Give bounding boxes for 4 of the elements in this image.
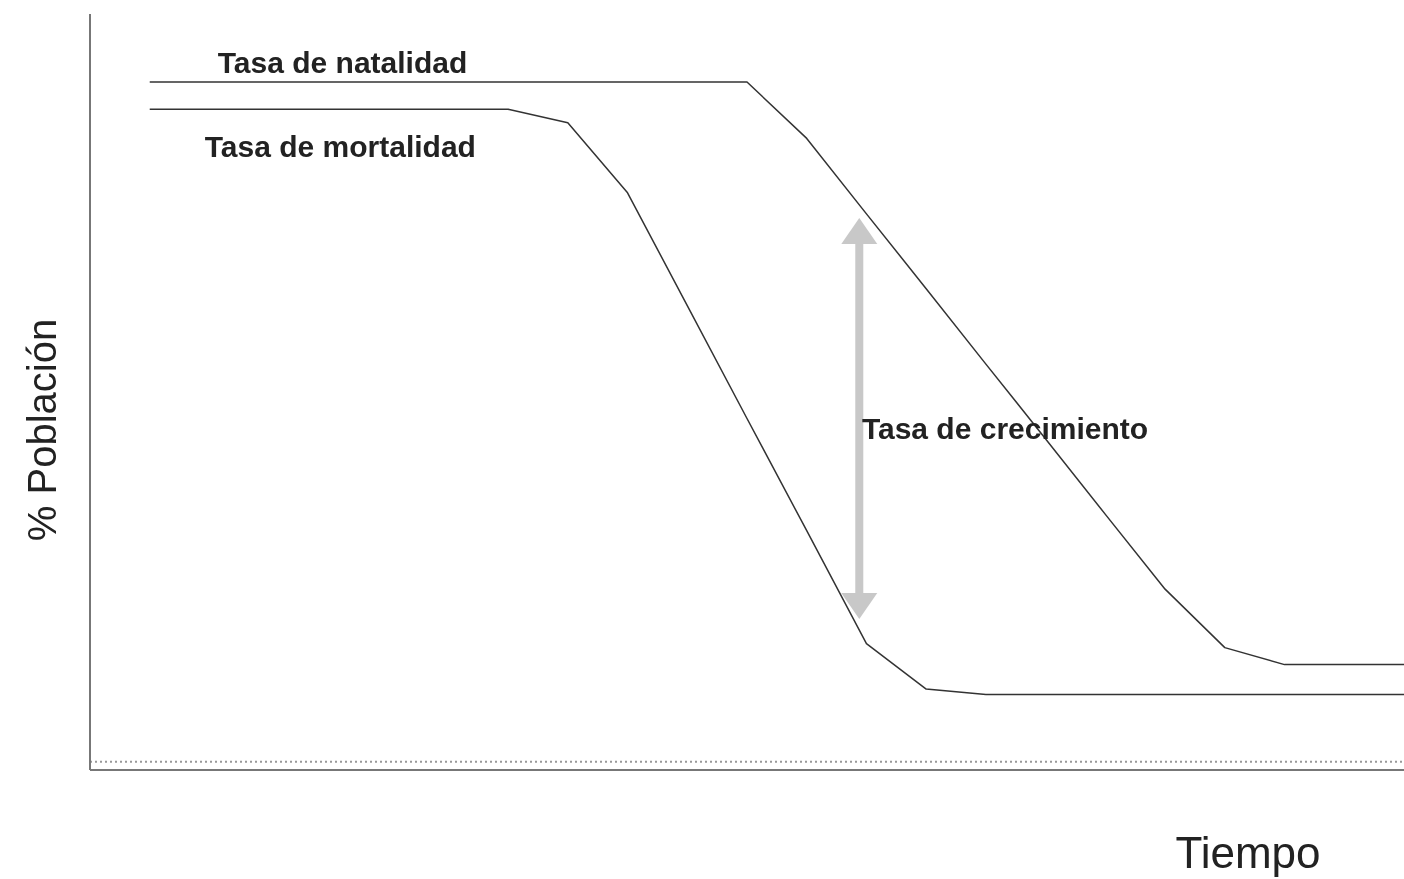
series-label: Tasa de natalidad — [217, 45, 468, 79]
x-axis-title: Tiempo — [1175, 828, 1321, 877]
series-label: Tasa de mortalidad — [204, 130, 476, 164]
y-axis-title: % Población — [20, 318, 64, 542]
